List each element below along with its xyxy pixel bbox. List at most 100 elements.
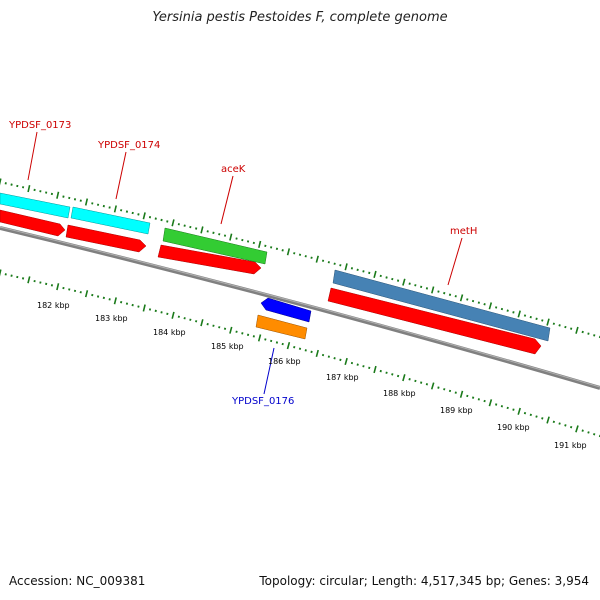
leader-line	[27, 131, 38, 181]
gene-label: YPDSF_0174	[97, 140, 160, 151]
minor-tick	[408, 282, 411, 285]
minor-tick	[50, 284, 54, 287]
major-tick	[286, 341, 291, 350]
map-title: Yersinia pestis Pestoides F, complete ge…	[152, 10, 448, 25]
minor-tick	[62, 195, 65, 198]
leader-line	[447, 237, 463, 286]
minor-tick	[593, 433, 596, 436]
cds-arrow	[157, 244, 262, 275]
minor-tick	[177, 315, 180, 318]
minor-tick	[350, 361, 354, 365]
scale-label: 182 kbp	[37, 301, 70, 310]
gene-feature-acek	[162, 227, 268, 265]
minor-tick	[195, 320, 198, 323]
major-tick	[257, 334, 262, 342]
minor-tick	[223, 327, 227, 330]
major-tick	[373, 270, 377, 279]
minor-tick	[495, 403, 498, 406]
major-tick	[546, 318, 550, 326]
minor-tick	[333, 357, 336, 360]
minor-tick	[321, 259, 325, 262]
minor-tick	[327, 355, 330, 358]
minor-tick	[454, 391, 457, 394]
minor-tick	[535, 415, 538, 418]
minor-tick	[270, 339, 273, 343]
minor-tick	[396, 374, 400, 378]
minor-tick	[581, 429, 584, 432]
genome-backbone-highlight	[0, 226, 600, 388]
major-tick	[113, 297, 117, 305]
label-leaders	[27, 131, 463, 395]
minor-tick	[362, 270, 365, 273]
scale-label: 186 kbp	[268, 357, 301, 366]
minor-tick	[414, 284, 417, 287]
major-tick	[575, 326, 579, 334]
minor-tick	[62, 286, 65, 290]
minor-tick	[414, 379, 417, 383]
major-tick	[113, 205, 117, 213]
scale-label: 189 kbp	[440, 406, 473, 415]
leader-line	[263, 347, 275, 395]
minor-tick	[252, 241, 255, 245]
minor-tick	[425, 383, 429, 386]
major-tick	[315, 255, 319, 263]
minor-tick	[333, 262, 336, 265]
gene-labels: YPDSF_0173 YPDSF_0174 aceK metH YPDSF_01…	[8, 120, 477, 407]
major-tick	[0, 178, 2, 186]
minor-tick	[275, 341, 279, 344]
minor-tick	[420, 381, 423, 384]
gene-label: metH	[450, 226, 477, 237]
minor-tick	[298, 347, 302, 350]
major-tick	[200, 226, 204, 234]
cds-lane	[0, 209, 542, 355]
leader-line	[115, 151, 127, 200]
minor-tick	[235, 330, 238, 333]
minor-tick	[570, 425, 573, 429]
minor-tick	[500, 307, 504, 311]
minor-tick	[241, 332, 244, 335]
minor-tick	[310, 350, 313, 354]
minor-tick	[362, 365, 365, 368]
minor-tick	[558, 422, 561, 425]
minor-tick	[552, 322, 555, 325]
minor-tick	[10, 183, 13, 186]
scale-label: 188 kbp	[383, 389, 416, 398]
major-tick	[171, 311, 175, 319]
minor-tick	[166, 312, 169, 316]
minor-tick	[552, 420, 555, 424]
minor-tick	[108, 298, 111, 301]
scale-labels: 182 kbp 183 kbp 184 kbp 185 kbp 186 kbp …	[37, 301, 587, 450]
minor-tick	[310, 256, 313, 259]
major-tick	[0, 269, 2, 277]
cds-reverse-feature	[255, 314, 308, 340]
minor-tick	[564, 325, 567, 329]
major-tick	[402, 278, 406, 286]
minor-tick	[79, 291, 82, 294]
minor-tick	[195, 227, 198, 230]
minor-tick	[252, 335, 255, 338]
minor-tick	[339, 358, 342, 362]
minor-tick	[102, 296, 105, 300]
minor-tick	[96, 295, 100, 298]
minor-tick	[21, 277, 25, 280]
minor-tick	[177, 223, 180, 226]
minor-tick	[408, 378, 411, 381]
minor-tick	[160, 311, 163, 314]
minor-tick	[471, 299, 475, 303]
minor-tick	[321, 353, 325, 357]
major-tick	[142, 212, 146, 220]
gene-lane	[0, 192, 551, 342]
major-tick	[402, 374, 406, 382]
minor-tick	[506, 406, 509, 410]
genome-summary: Topology: circular; Length: 4,517,345 bp…	[259, 574, 589, 588]
major-tick	[344, 263, 348, 271]
minor-tick	[523, 314, 527, 317]
minor-tick	[218, 326, 221, 329]
minor-tick	[4, 273, 7, 276]
minor-tick	[529, 413, 532, 417]
minor-tick	[120, 209, 123, 212]
minor-tick	[535, 317, 538, 321]
minor-tick	[512, 408, 515, 411]
minor-tick	[125, 210, 129, 213]
minor-tick	[541, 319, 544, 322]
